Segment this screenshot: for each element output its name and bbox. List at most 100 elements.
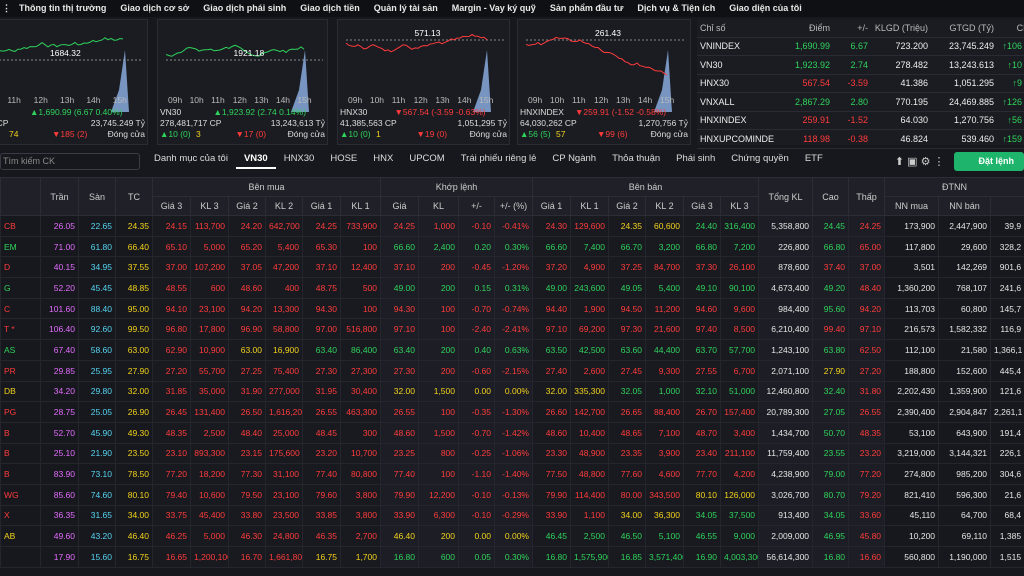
cell: 46.45 <box>532 525 571 547</box>
cell: 226,1 <box>990 442 1024 465</box>
index-cell: 1,051.295 <box>931 74 997 93</box>
cell: 188,800 <box>884 359 940 382</box>
tab[interactable]: HOSE <box>330 153 358 164</box>
menu-item[interactable]: Margin - Vay ký quỹ <box>451 3 536 13</box>
tab[interactable]: Phái sinh <box>676 153 716 164</box>
cell: 200 <box>418 256 459 279</box>
toolbar-icons[interactable]: ⬆ ▣ ⚙ ⋮ <box>894 155 945 168</box>
cell: 23.50 <box>115 442 153 465</box>
tab[interactable]: Thỏa thuận <box>612 153 661 164</box>
cell: 79.90 <box>532 483 571 506</box>
cell: 97.40 <box>683 318 721 341</box>
menu-item[interactable]: Sản phẩm đầu tư <box>549 3 624 13</box>
cell: 69,110 <box>938 525 992 547</box>
stock-row[interactable]: B 52.70 45.90 49.30 48.35 2,500 48.40 25,000 48.… <box>0 421 1024 444</box>
cell: 4,673,400 <box>758 277 814 299</box>
tab[interactable]: CP Ngành <box>552 153 597 164</box>
cell: 31.90 <box>228 380 266 403</box>
menu-item[interactable]: Giao dịch tiền <box>300 3 360 13</box>
menu-item[interactable]: Quản lý tài sản <box>373 3 438 13</box>
cell: 23.25 <box>380 442 419 465</box>
stock-row[interactable]: DB 34.20 29.80 32.00 31.85 35,000 31.90 277,000… <box>0 380 1024 403</box>
cell: 80.10 <box>115 483 153 506</box>
tab[interactable]: Trái phiếu riêng lẻ <box>460 153 537 164</box>
stock-row[interactable]: PG 28.75 25.05 26.90 26.45 131,400 26.50 1,616,… <box>0 401 1024 423</box>
tab[interactable]: VN30 <box>235 153 276 169</box>
stock-row[interactable]: B 83.90 73.10 78.50 77.20 18,200 77.30 31,100 77… <box>0 463 1024 485</box>
order-button[interactable]: Đặt lệnh <box>954 151 1024 171</box>
cell: 1,900 <box>570 297 609 320</box>
tab[interactable]: HNX <box>373 153 394 164</box>
stock-row[interactable]: T * 106.40 92.60 99.50 96.80 17,800 96.90 58,80… <box>0 318 1024 341</box>
cell: 49.00 <box>380 277 419 299</box>
stock-row[interactable]: CB 26.05 22.65 24.35 24.15 113,700 24.20 642,70… <box>0 215 1024 237</box>
tab[interactable]: UPCOM <box>409 153 445 164</box>
menu-item[interactable]: Giao diện của tôi <box>729 3 802 13</box>
stock-row[interactable]: B 25.10 21.90 23.50 23.10 893,300 23.15 175,600… <box>0 442 1024 465</box>
tab[interactable]: Chứng quyền <box>731 153 789 164</box>
cell: 25,000 <box>265 421 303 444</box>
cell: 17,800 <box>190 318 229 341</box>
search-box[interactable]: Tìm kiếm CK <box>0 152 140 170</box>
time-label: 09h <box>168 95 183 105</box>
cell: 1,000 <box>645 380 684 403</box>
stock-row[interactable]: WG 85.60 74.60 80.10 79.40 10,600 79.50 23,100 7… <box>0 483 1024 506</box>
cell: 33.75 <box>152 504 191 527</box>
cell: 49.20 <box>812 277 850 299</box>
tab[interactable]: HNX30 <box>283 153 315 164</box>
cell: 596,300 <box>938 483 992 506</box>
stock-row[interactable]: PR 29.85 25.95 27.90 27.20 55,700 27.25 75,400 2… <box>0 359 1024 382</box>
index-cell: 259.91 <box>781 111 833 130</box>
stock-row[interactable]: AB 49.60 43.20 46.40 46.25 5,000 46.30 24,800 46… <box>0 525 1024 547</box>
cell: 23.40 <box>683 442 721 465</box>
chart-plot <box>525 36 686 112</box>
cell: 2,447,900 <box>938 215 992 237</box>
cell: -0.29% <box>494 504 533 527</box>
cell: 48.45 <box>302 421 341 444</box>
cell: 97.10 <box>848 318 886 341</box>
cell: 0.00 <box>458 380 495 403</box>
tab[interactable]: Danh mục của tôi <box>154 153 228 164</box>
cell: 8,500 <box>719 318 760 341</box>
index-name: VN30 <box>160 107 182 117</box>
stock-row[interactable]: AS 67.40 58.60 63.00 62.90 10,900 63.00 16,900 6… <box>0 339 1024 361</box>
cell: 43.20 <box>78 525 116 547</box>
cell: 46.35 <box>302 525 341 547</box>
menu-item[interactable]: Giao dịch cơ sở <box>120 3 190 13</box>
index-header-cell: CK Tă <box>997 19 1024 38</box>
cell: -1.30% <box>494 401 533 423</box>
cell: 2,390,400 <box>884 401 940 423</box>
time-label: 09h <box>348 95 363 105</box>
stock-row[interactable]: EM 71.00 61.80 66.40 65.10 5,000 65.20 5,400 65.… <box>0 235 1024 258</box>
cell: 23.30 <box>532 442 571 465</box>
index-cell: 2.80 <box>833 92 871 112</box>
cell: -0.35 <box>458 401 495 423</box>
index-cell: HNXUPCOMINDE <box>697 129 781 149</box>
menu-item[interactable]: Dịch vụ & Tiện ích <box>637 3 716 13</box>
stock-row[interactable]: G 52.20 45.45 48.85 48.55 600 48.60 400 48.75 500… <box>0 277 1024 299</box>
cell: 18,200 <box>190 463 229 485</box>
stock-row[interactable]: C 101.60 88.40 95.00 94.10 23,100 94.20 13,300 9… <box>0 297 1024 320</box>
stock-row[interactable]: D 40.15 34.95 37.55 37.00 107,200 37.05 47,200 3… <box>0 256 1024 279</box>
menu-item[interactable]: Giao dịch phái sinh <box>203 3 287 13</box>
index-cell: 567.54 <box>781 74 833 93</box>
time-label: 11h <box>391 95 406 105</box>
status: Đóng cửa <box>287 129 325 139</box>
cell: 62.50 <box>848 339 886 361</box>
cell: 58,800 <box>265 318 303 341</box>
cell: 152,600 <box>938 359 992 382</box>
index-cell: ↑106 <box>997 37 1024 56</box>
cell: 2,009,000 <box>758 525 814 547</box>
cell: 26.65 <box>608 401 646 423</box>
menu-item[interactable]: Thông tin thị trường <box>19 3 107 13</box>
cell: 12,200 <box>418 483 459 506</box>
stock-row[interactable]: X 36.35 31.65 34.00 33.75 45,400 33.80 23,500 33… <box>0 504 1024 527</box>
tab[interactable]: ETF <box>804 153 823 164</box>
symbol: G <box>0 277 41 299</box>
cell: 77.40 <box>380 463 419 485</box>
cell: 29,600 <box>938 235 992 258</box>
stock-row[interactable]: 17.90 15.60 16.75 16.65 1,200,100 16.70 1,661,… <box>0 546 1024 568</box>
unchanged: 1 <box>376 129 381 139</box>
cell: 63.00 <box>228 339 266 361</box>
